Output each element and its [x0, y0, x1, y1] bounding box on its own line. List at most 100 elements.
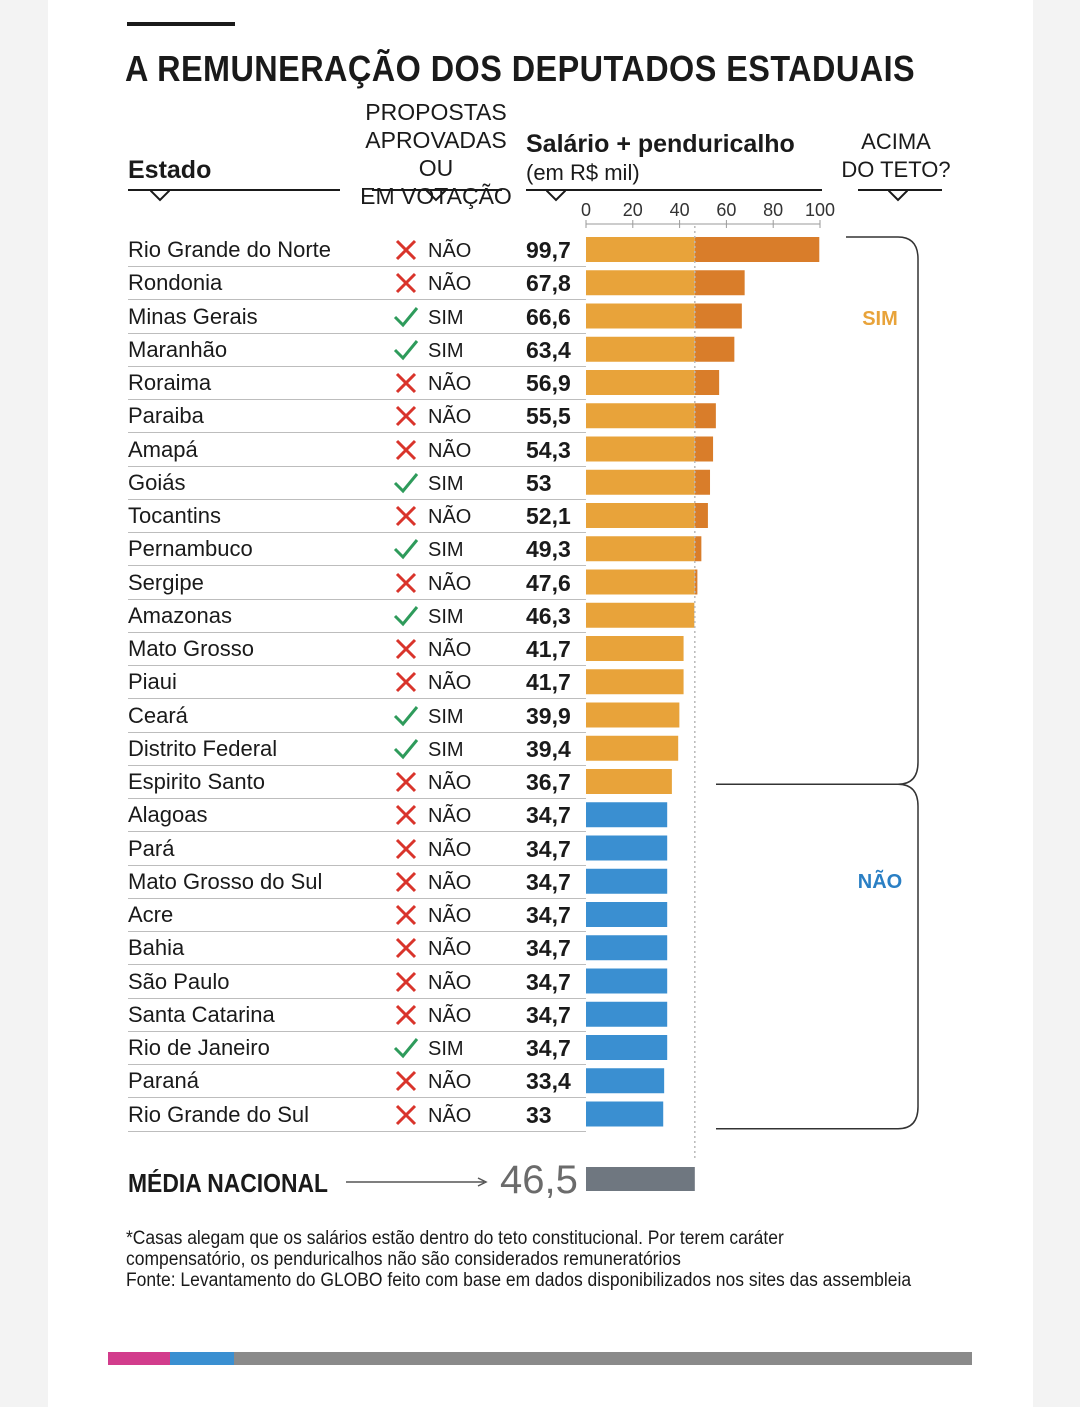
- state-name: Ceará: [128, 702, 188, 728]
- table-row: São Paulo NÃO 34,7: [128, 965, 586, 999]
- cross-icon: [395, 1104, 417, 1125]
- cross-icon: [395, 1004, 417, 1025]
- proposta-status: SIM: [428, 339, 464, 362]
- proposta-status: NÃO: [428, 273, 472, 296]
- chevron-down-icon: [888, 190, 908, 202]
- value-label: 34,7: [526, 935, 571, 962]
- proposta-status: NÃO: [428, 1104, 472, 1127]
- value-label: 54,3: [526, 436, 571, 463]
- header-acima-line: DO TETO?: [841, 157, 951, 182]
- cross-icon: [395, 505, 417, 527]
- bottom-bar-segment-magenta: [108, 1352, 170, 1365]
- cross-icon: [395, 771, 417, 793]
- cross-icon: [395, 904, 417, 926]
- state-name: Tocantins: [128, 503, 221, 528]
- state-name: Rondonia: [128, 270, 223, 296]
- header-acima-line: ACIMA: [861, 129, 931, 154]
- state-name: Maranhão: [128, 336, 228, 362]
- value-label: 33,4: [526, 1068, 571, 1095]
- table-row: Paraná NÃO 33,4: [128, 1064, 586, 1099]
- header-salario: Salário + penduricalho: [526, 130, 795, 158]
- cross-icon: [395, 638, 417, 660]
- table-row: Minas Gerais SIM 66,6: [128, 300, 586, 334]
- proposta-status: NÃO: [428, 938, 472, 961]
- proposta-status: NÃO: [428, 905, 472, 927]
- proposta-status: NÃO: [428, 871, 472, 894]
- table-row: Rio Grande do Norte NÃO 99,7: [128, 233, 586, 267]
- bottom-bar-segment-blue: [170, 1352, 234, 1365]
- x-tick-label: 100: [804, 200, 836, 220]
- chevron-down-icon: [426, 190, 446, 202]
- value-label: 41,7: [526, 636, 571, 662]
- proposta-status: SIM: [428, 705, 464, 728]
- state-name: Goiás: [128, 469, 186, 495]
- table-row: Amazonas SIM 46,3: [128, 599, 586, 633]
- header-underline-salario: [526, 189, 822, 191]
- value-label: 63,4: [526, 336, 571, 363]
- x-tick-label: 0: [580, 200, 592, 220]
- state-name: Piaui: [128, 669, 177, 695]
- proposta-status: NÃO: [428, 1071, 472, 1094]
- value-label: 39,4: [526, 735, 571, 762]
- header-propostas-line: EM VOTAÇÃO: [360, 183, 512, 209]
- cross-icon: [395, 439, 417, 460]
- proposta-status: NÃO: [428, 506, 472, 528]
- proposta-status: NÃO: [428, 838, 472, 861]
- state-name: Bahia: [128, 935, 185, 961]
- proposta-status: NÃO: [428, 672, 472, 695]
- cross-icon: [395, 672, 417, 693]
- cross-icon: [395, 838, 417, 859]
- value-label: 49,3: [526, 536, 571, 563]
- state-name: Minas Gerais: [128, 303, 258, 329]
- state-name: Rio Grande do Sul: [128, 1101, 309, 1127]
- chevron-down-icon: [150, 190, 170, 202]
- value-label: 56,9: [526, 370, 571, 396]
- value-label: 41,7: [526, 669, 571, 696]
- proposta-status: NÃO: [428, 439, 472, 462]
- value-label: 34,7: [526, 835, 571, 862]
- footnote-line: compensatório, os penduricalhos não são …: [126, 1249, 681, 1270]
- bottom-bar-segment-gray: [234, 1352, 972, 1365]
- value-label: 34,7: [526, 968, 571, 995]
- table-row: Distrito Federal SIM 39,4: [128, 732, 586, 766]
- cross-icon: [395, 938, 417, 959]
- proposta-status: NÃO: [428, 572, 472, 595]
- state-name: São Paulo: [128, 968, 230, 994]
- state-name: Paraiba: [128, 403, 204, 429]
- state-name: Mato Grosso: [128, 636, 254, 661]
- state-name: Sergipe: [128, 569, 204, 595]
- state-name: Rio de Janeiro: [128, 1035, 270, 1060]
- chart-title: A REMUNERAÇÃO DOS DEPUTADOS ESTADUAIS: [125, 48, 916, 89]
- proposta-status: NÃO: [428, 406, 472, 429]
- cross-icon: [395, 971, 417, 992]
- state-name: Santa Catarina: [128, 1001, 275, 1027]
- state-name: Roraima: [128, 370, 212, 395]
- header-underline-propostas: [372, 189, 502, 191]
- state-name: Pará: [128, 835, 175, 861]
- value-label: 46,3: [526, 602, 571, 629]
- table-row: Maranhão SIM 63,4: [128, 333, 586, 367]
- check-icon: [393, 306, 419, 327]
- state-name: Acre: [128, 902, 174, 927]
- table-row: Rondonia NÃO 67,8: [128, 266, 586, 301]
- average-value: 46,5: [500, 1158, 578, 1202]
- check-icon: [393, 339, 419, 360]
- cross-icon: [395, 239, 417, 261]
- cross-icon: [395, 871, 417, 892]
- proposta-status: SIM: [428, 738, 464, 761]
- state-name: Espirito Santo: [128, 769, 265, 794]
- table-row: Amapá NÃO 54,3: [128, 433, 586, 467]
- state-name: Paraná: [128, 1068, 199, 1094]
- table-row: Piaui NÃO 41,7: [128, 665, 586, 700]
- proposta-status: NÃO: [428, 971, 472, 994]
- value-label: 34,7: [526, 1035, 571, 1061]
- state-name: Amapá: [128, 436, 198, 462]
- header-propostas: PROPOSTAS APROVADAS OU EM VOTAÇÃO: [352, 98, 520, 210]
- cross-icon: [395, 805, 417, 826]
- table-row: Goiás SIM 53: [128, 466, 586, 500]
- header-propostas-line: PROPOSTAS: [365, 99, 507, 125]
- table-row: Santa Catarina NÃO 34,7: [128, 998, 586, 1032]
- value-label: 52,1: [526, 503, 571, 529]
- value-label: 66,6: [526, 303, 571, 330]
- cross-icon: [395, 572, 417, 593]
